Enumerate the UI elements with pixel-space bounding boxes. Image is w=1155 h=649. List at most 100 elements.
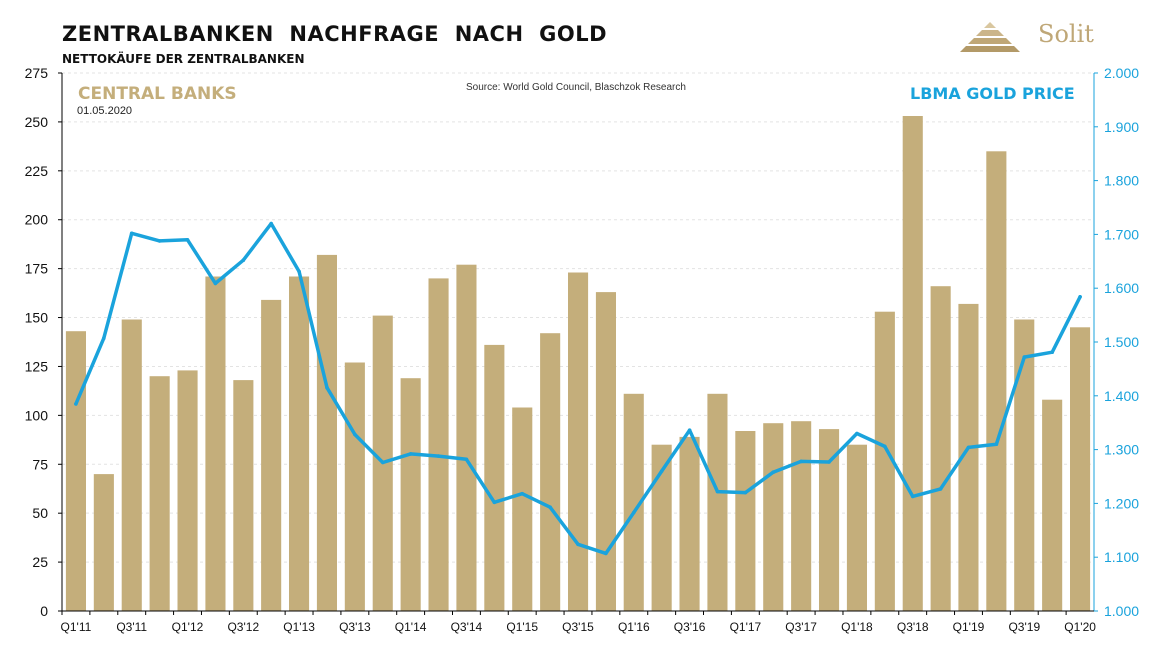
gold-price-point	[715, 489, 720, 494]
left-tick-label: 275	[25, 65, 49, 81]
date-label: 01.05.2020	[77, 105, 133, 117]
gold-price-point	[1050, 350, 1054, 355]
x-tick-label: Q1'13	[283, 620, 315, 634]
x-tick-label: Q1'11	[61, 620, 92, 634]
gold-price-point	[464, 457, 469, 462]
gold-price-point	[381, 460, 385, 465]
central-bank-bar	[791, 421, 812, 611]
central-bank-bar	[65, 331, 86, 611]
central-bank-bar	[1014, 319, 1035, 611]
central-bank-bar	[261, 299, 282, 611]
gold-price-point	[1078, 295, 1082, 299]
page-title: ZENTRALBANKEN NACHFRAGE NACH GOLD	[62, 22, 608, 46]
pyramid-logo-icon	[960, 22, 1020, 52]
x-tick-label: Q3'11	[116, 620, 147, 634]
x-tick-label: Q1'16	[618, 620, 650, 634]
central-bank-bar	[679, 436, 700, 611]
x-tick-label: Q3'17	[785, 620, 817, 634]
right-tick-label: 1.900	[1104, 119, 1139, 135]
gold-price-point	[436, 454, 441, 458]
left-tick-label: 100	[25, 407, 49, 423]
gold-price-point	[994, 442, 999, 447]
left-tick-label: 175	[25, 261, 49, 277]
central-bank-bar	[707, 393, 728, 611]
central-bank-bar	[456, 264, 477, 611]
central-bank-bar	[986, 151, 1007, 612]
left-tick-label: 200	[25, 212, 49, 228]
central-bank-bar	[568, 272, 589, 611]
gold-price-point	[883, 444, 887, 449]
gold-price-point	[157, 239, 162, 243]
gold-price-point	[241, 258, 246, 263]
gold-price-point	[74, 402, 78, 406]
x-tick-label: Q3'13	[339, 620, 371, 634]
left-tick-label: 25	[32, 554, 48, 570]
left-tick-label: 75	[32, 456, 48, 472]
central-bank-bar	[93, 474, 114, 611]
central-bank-bar	[344, 362, 365, 611]
gold-price-point	[353, 432, 357, 437]
x-tick-label: Q3'14	[451, 620, 483, 634]
gold-price-point	[687, 428, 692, 433]
x-tick-label: Q1'19	[953, 620, 985, 634]
central-bank-bar	[930, 286, 951, 611]
central-bank-bar	[623, 393, 644, 611]
right-tick-label: 1.100	[1104, 549, 1139, 565]
right-tick-label: 1.400	[1104, 388, 1139, 404]
left-tick-label: 0	[40, 603, 48, 619]
central-bank-bar	[428, 278, 449, 611]
right-tick-label: 1.700	[1104, 226, 1139, 242]
x-tick-label: Q1'18	[841, 620, 873, 634]
gold-price-point	[910, 494, 915, 499]
gold-price-point	[799, 459, 803, 464]
central-bank-bar	[595, 292, 616, 611]
central-bank-bar	[819, 429, 840, 611]
right-tick-label: 1.600	[1104, 280, 1139, 296]
gold-price-point	[855, 431, 859, 436]
gold-price-point	[604, 551, 608, 556]
gold-price-point	[213, 281, 218, 286]
x-tick-label: Q1'15	[506, 620, 538, 634]
gold-price-point	[269, 221, 274, 226]
central-bank-bar	[484, 344, 505, 611]
source-label: Source: World Gold Council, Blaschzok Re…	[466, 82, 686, 93]
lbma-gold-price-label: LBMA GOLD PRICE	[910, 84, 1075, 103]
gold-price-point	[827, 460, 831, 464]
central-bank-bar	[763, 423, 784, 611]
central-bank-bar	[400, 378, 421, 611]
right-tick-label: 2.000	[1104, 65, 1139, 81]
central-bank-bar	[540, 333, 561, 611]
gold-price-point	[938, 487, 943, 491]
central-bank-bar	[902, 116, 923, 611]
central-bank-bar	[205, 276, 226, 611]
x-tick-label: Q3'15	[562, 620, 594, 634]
right-tick-label: 1.300	[1104, 442, 1139, 458]
right-tick-label: 1.200	[1104, 495, 1139, 511]
central-bank-bar	[1042, 399, 1063, 611]
left-tick-label: 250	[25, 114, 49, 130]
right-tick-label: 1.800	[1104, 173, 1139, 189]
gold-price-point	[297, 269, 301, 274]
gold-price-point	[771, 470, 775, 475]
x-tick-label: Q1'20	[1064, 620, 1096, 634]
central-bank-bar	[121, 319, 142, 611]
x-tick-label: Q3'12	[227, 620, 259, 634]
gold-price-point	[129, 231, 134, 236]
central-bank-bar	[177, 370, 198, 611]
right-tick-label: 1.500	[1104, 334, 1139, 350]
central-bank-bar	[1070, 327, 1091, 611]
gold-price-point	[659, 469, 664, 473]
gold-price-point	[102, 336, 106, 341]
central-bank-bar	[874, 311, 895, 611]
central-bank-bar	[149, 376, 170, 611]
central-banks-label: CENTRAL BANKS	[78, 84, 237, 104]
gold-price-point	[632, 510, 636, 515]
left-tick-label: 50	[32, 505, 48, 521]
x-tick-label: Q1'12	[172, 620, 204, 634]
x-tick-label: Q3'16	[674, 620, 706, 634]
gold-price-point	[520, 491, 524, 496]
central-bank-bar	[846, 444, 867, 611]
gold-price-point	[492, 500, 497, 505]
solit-logo: Solit	[958, 18, 1108, 58]
